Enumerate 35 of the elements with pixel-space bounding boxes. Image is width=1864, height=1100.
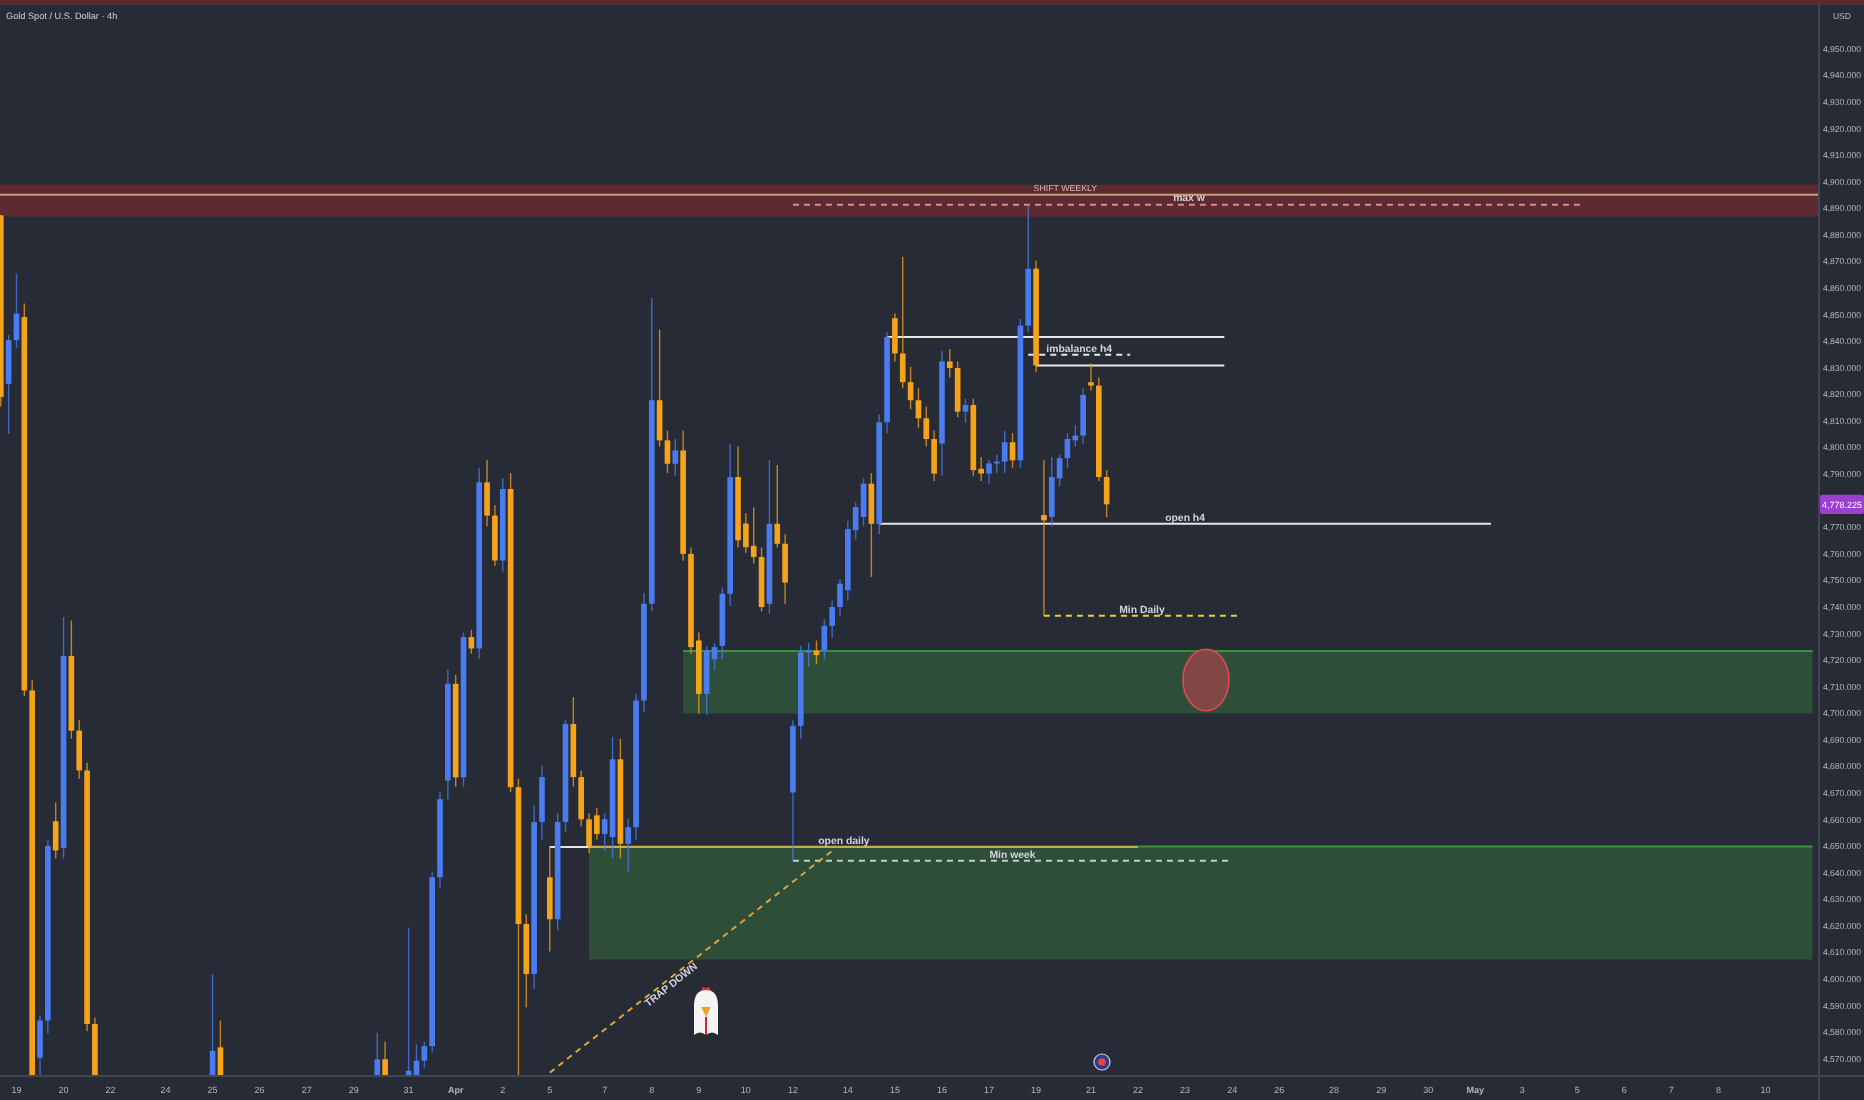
candlestick [546, 845, 553, 953]
candlestick [625, 817, 632, 873]
candlestick [899, 256, 906, 389]
candlestick [1001, 429, 1008, 474]
candlestick [421, 1041, 428, 1070]
candlestick [774, 464, 781, 549]
candlestick [586, 812, 592, 854]
candlestick [931, 429, 937, 482]
candlestick [1080, 387, 1086, 445]
candlestick [492, 504, 498, 567]
candlestick [484, 459, 490, 527]
candlestick [382, 1041, 388, 1075]
line-series [548, 849, 834, 1074]
candlestick [1048, 456, 1055, 527]
candlestick [76, 719, 83, 780]
candlestick [923, 405, 930, 448]
candlestick [1088, 362, 1094, 392]
candlestick [594, 807, 600, 841]
candlestick [946, 348, 953, 379]
candlestick [217, 1019, 224, 1075]
candlestick [892, 312, 898, 363]
candlestick [664, 429, 671, 474]
candlestick [782, 533, 788, 605]
candlestick [672, 437, 679, 477]
candlestick [821, 618, 828, 660]
candlestick [1041, 459, 1047, 617]
candlestick [374, 1032, 381, 1075]
candlestick [986, 459, 992, 485]
candlestick [539, 764, 545, 841]
candlestick [37, 1014, 43, 1075]
candlestick [962, 397, 969, 424]
candlestick [578, 770, 584, 828]
candlestick [52, 801, 59, 860]
candlestick [750, 506, 757, 565]
candlestick [829, 599, 835, 639]
